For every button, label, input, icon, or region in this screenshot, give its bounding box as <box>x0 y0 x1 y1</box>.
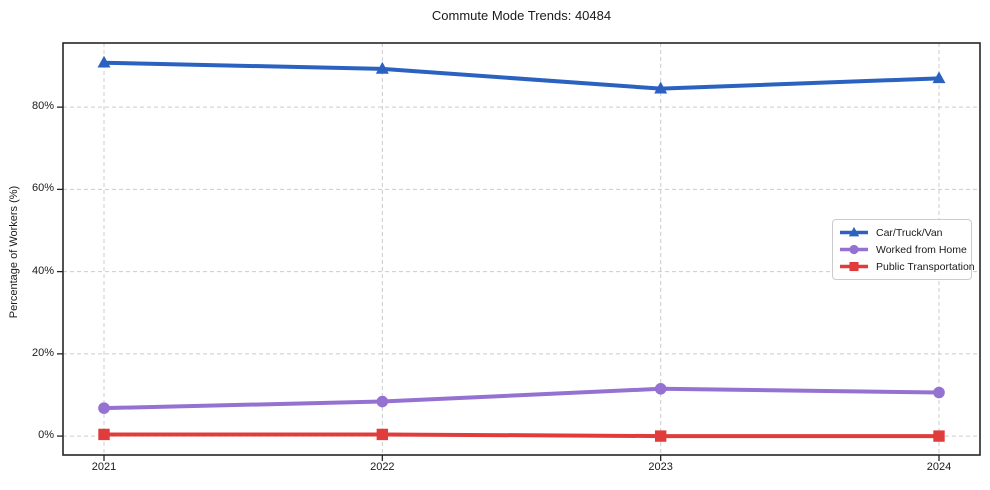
y-axis-label: Percentage of Workers (%) <box>8 185 20 319</box>
y-tick-label: 20% <box>31 346 54 359</box>
legend-item: Worked from Home <box>839 241 967 258</box>
chart-title: Commute Mode Trends: 40484 <box>431 8 612 23</box>
legend-item: Public Transportation <box>839 258 975 275</box>
y-tick-label: 60% <box>31 182 54 195</box>
legend-label: Car/Truck/Van <box>876 226 943 239</box>
x-tick-label: 2021 <box>91 461 117 473</box>
x-tick-label: 2024 <box>926 461 952 473</box>
plot-area <box>57 42 981 461</box>
series-line <box>103 386 940 411</box>
legend-marker-square-icon <box>840 261 868 272</box>
series-line <box>103 60 940 91</box>
x-tick-label: 2022 <box>370 461 395 473</box>
legend-marker-circle-icon <box>840 244 868 255</box>
legend-item: Car/Truck/Van <box>839 224 965 241</box>
x-tick-label: 2023 <box>648 461 673 473</box>
series-line <box>104 432 939 439</box>
y-tick-label: 0% <box>38 429 54 442</box>
y-tick-label: 40% <box>31 264 54 277</box>
legend-label: Worked from Home <box>876 243 967 256</box>
legend-label: Public Transportation <box>876 260 975 273</box>
y-tick-label: 80% <box>31 100 54 113</box>
legend: Car/Truck/Van Worked from Home Public Tran… <box>832 219 975 280</box>
legend-marker-triangle-icon <box>840 226 868 237</box>
